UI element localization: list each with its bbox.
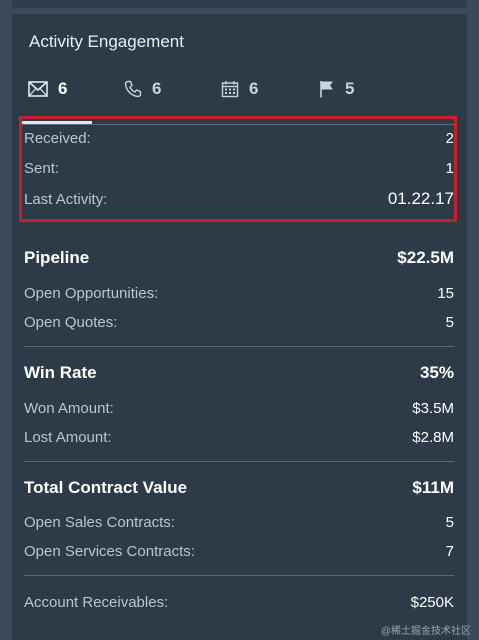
won-amount-row: Won Amount: $3.5M [24,400,454,417]
tab-emails-count: 6 [58,79,68,98]
tab-tasks[interactable]: 5 [319,74,354,104]
open-quotes-value: 5 [445,314,454,331]
lost-amount-label: Lost Amount: [24,429,112,446]
open-sales-contracts-value: 5 [445,514,454,531]
card-title: Activity Engagement [29,32,184,51]
contract-value-header: Total Contract Value $11M [24,478,454,498]
tab-calls-count: 6 [152,79,162,98]
sent-row: Sent: 1 [24,160,454,177]
account-receivables-row: Account Receivables: $250K [24,594,454,611]
section-divider [24,575,454,576]
open-services-contracts-value: 7 [445,543,454,560]
section-divider [24,346,454,347]
pipeline-total: $22.5M [397,248,454,267]
open-opportunities-value: 15 [437,285,454,302]
pipeline-title: Pipeline [24,248,90,267]
watermark-text: @稀土掘金技术社区 [380,626,471,637]
open-services-contracts-row: Open Services Contracts: 7 [24,543,454,560]
pipeline-header: Pipeline $22.5M [24,248,454,268]
tab-meetings[interactable]: 6 [221,74,258,104]
account-receivables-value: $250K [410,594,454,611]
open-sales-contracts-label: Open Sales Contracts: [24,514,175,531]
last-activity-value: 01.22.17 [387,189,454,208]
contract-value-total: $11M [412,478,454,497]
win-rate-header: Win Rate 35% [24,363,454,383]
received-label: Received: [24,130,91,147]
tab-meetings-count: 6 [249,79,259,98]
tab-emails[interactable]: 6 [28,74,67,104]
account-receivables-label: Account Receivables: [24,594,169,611]
sent-label: Sent: [24,160,60,177]
tabs-divider [22,124,455,125]
tab-calls[interactable]: 6 [124,74,161,104]
active-tab-indicator [22,121,92,124]
activity-tabs: 6 6 [12,74,467,126]
phone-icon [124,80,142,98]
open-quotes-row: Open Quotes: 5 [24,314,454,331]
sent-value: 1 [445,160,454,177]
last-activity-row: Last Activity: 01.22.17 [24,189,454,209]
last-activity-label: Last Activity: [24,190,108,208]
open-services-contracts-label: Open Services Contracts: [24,543,195,560]
win-rate-total: 35% [419,363,454,382]
open-quotes-label: Open Quotes: [24,314,118,331]
previous-card-edge [12,0,467,8]
open-opportunities-row: Open Opportunities: 15 [24,285,454,302]
open-opportunities-label: Open Opportunities: [24,285,159,302]
section-divider [24,461,454,462]
won-amount-label: Won Amount: [24,400,114,417]
lost-amount-row: Lost Amount: $2.8M [24,429,454,446]
activity-highlight-box [19,116,457,222]
received-value: 2 [445,130,454,147]
flag-icon [319,80,335,98]
won-amount-value: $3.5M [412,400,454,417]
activity-engagement-card: Activity Engagement 6 6 [12,14,467,640]
lost-amount-value: $2.8M [412,429,454,446]
win-rate-title: Win Rate [24,363,97,382]
received-row: Received: 2 [24,130,454,147]
open-sales-contracts-row: Open Sales Contracts: 5 [24,514,454,531]
calendar-icon [221,80,239,98]
tab-tasks-count: 5 [345,79,355,98]
envelope-icon [28,81,48,97]
contract-value-title: Total Contract Value [24,478,188,497]
